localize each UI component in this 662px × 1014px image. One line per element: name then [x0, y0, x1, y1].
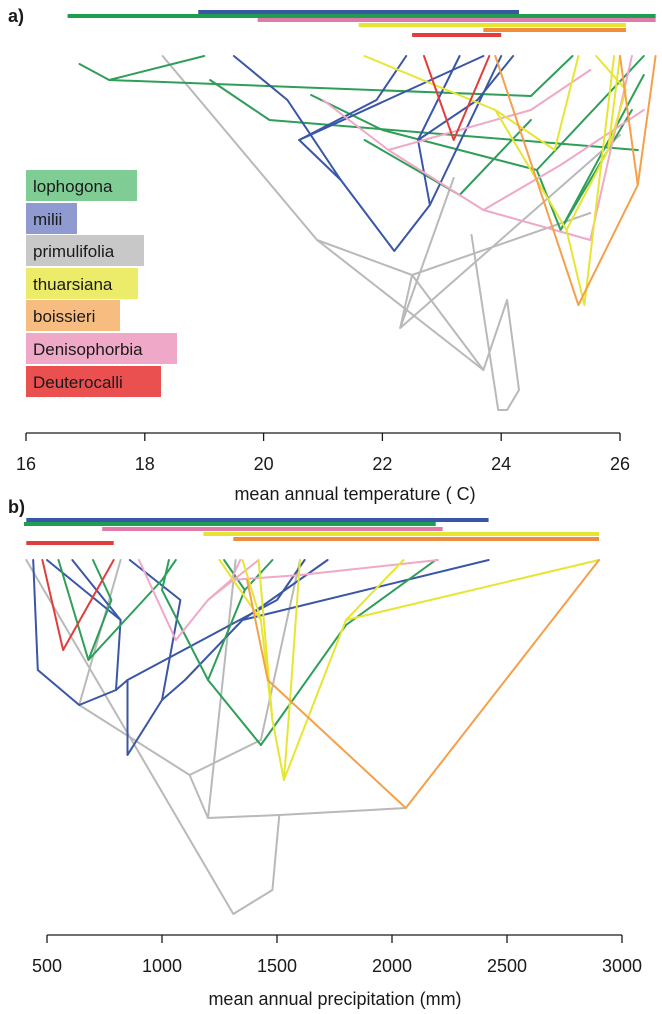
x-tick-label: 2000: [372, 956, 412, 976]
lineage-segment-lophogona: [310, 55, 645, 171]
panel-a-label: a): [8, 6, 24, 26]
lineage-segment-primulifolia: [25, 559, 281, 915]
panel-a-x-axis-label: mean annual temperature ( C): [234, 484, 475, 504]
lineage-segment-primulifolia: [161, 55, 520, 411]
lineage-segment-milii: [128, 559, 182, 701]
lineage-segment-thuarsiana: [345, 559, 405, 621]
lineage-segment-lophogona: [223, 559, 246, 591]
x-tick-label: 22: [372, 454, 392, 474]
lineage-segment-lophogona: [108, 55, 574, 97]
legend-label-boissieri: boissieri: [33, 307, 95, 326]
lineage-segment-thuarsiana: [282, 559, 301, 781]
lineage-segment-lophogona: [87, 559, 113, 661]
x-tick-label: 20: [254, 454, 274, 474]
legend-swatch-thuarsiana: [26, 268, 138, 299]
x-tick-label: 26: [610, 454, 630, 474]
panel-b-range-bars: [24, 518, 599, 545]
legend-swatch-milii: [26, 203, 77, 234]
lineage-segment-deuterocalli: [41, 559, 115, 651]
panel-b-precipitation: b) 500 1000 1500 2000 2500 3000 mean annual p…: [8, 497, 642, 1009]
lineage-segment-lophogona: [209, 79, 639, 151]
panel-b-lineages: [25, 559, 600, 915]
lineage-segment-milii: [298, 55, 485, 181]
panel-b-label: b): [8, 497, 25, 517]
lineage-segment-thuarsiana: [595, 55, 627, 151]
legend-label-denisophorbia: Denisophorbia: [33, 340, 143, 359]
lineage-segment-lophogona: [559, 109, 633, 231]
legend-swatch-deuterocalli: [26, 366, 161, 397]
lineage-segment-lophogona: [78, 55, 206, 81]
lineage-segment-boissieri: [246, 559, 600, 809]
lineage-segment-boissieri: [619, 55, 639, 186]
legend-label-lophogona: lophogona: [33, 177, 113, 196]
lineage-segment-lophogona: [57, 559, 177, 661]
lineage-segment-denisophorbia: [482, 109, 645, 211]
panel-a-x-axis: 16 18 20 22 24 26: [16, 432, 630, 474]
lineage-segment-thuarsiana: [494, 55, 580, 151]
lineage-segment-milii: [232, 55, 503, 252]
lineage-segment-boissieri: [494, 55, 657, 306]
lineage-segment-milii: [298, 55, 408, 141]
panel-a-lineages: [78, 55, 657, 411]
lineage-segment-lophogona: [161, 559, 209, 681]
legend-label-thuarsiana: thuarsiana: [33, 275, 113, 294]
x-tick-label: 2500: [487, 956, 527, 976]
legend-label-deuterocalli: Deuterocalli: [33, 373, 123, 392]
legend-swatch-denisophorbia: [26, 333, 177, 364]
x-tick-label: 24: [491, 454, 511, 474]
x-tick-label: 500: [32, 956, 62, 976]
lineage-segment-primulifolia: [399, 177, 455, 329]
panel-b-x-axis: 500 1000 1500 2000 2500 3000: [32, 934, 642, 976]
lineage-segment-primulifolia: [411, 212, 592, 276]
lineage-segment-thuarsiana: [257, 559, 600, 781]
legend-label-milii: milii: [33, 210, 62, 229]
panel-a-temperature: a) 16 18 20 22 24 26 mean annual temperature …: [8, 6, 657, 504]
lineage-segment-milii: [126, 559, 329, 756]
x-tick-label: 1500: [257, 956, 297, 976]
legend: lophogona milii primulifolia thuarsiana bois…: [26, 170, 177, 397]
lineage-segment-denisophorbia: [207, 559, 439, 601]
panel-a-range-bars: [67, 10, 656, 37]
x-tick-label: 1000: [142, 956, 182, 976]
panel-b-x-axis-label: mean annual precipitation (mm): [208, 989, 461, 1009]
legend-swatch-boissieri: [26, 300, 120, 331]
x-tick-label: 16: [16, 454, 36, 474]
lineage-segment-denisophorbia: [138, 559, 177, 641]
legend-swatch-lophogona: [26, 170, 137, 201]
x-tick-label: 18: [135, 454, 155, 474]
legend-label-primulifolia: primulifolia: [33, 242, 115, 261]
x-tick-label: 3000: [602, 956, 642, 976]
legend-swatch-primulifolia: [26, 235, 144, 266]
lineage-segment-primulifolia: [207, 559, 237, 819]
lineage-segment-denisophorbia: [230, 559, 242, 581]
lineage-segment-lophogona: [207, 559, 274, 746]
lineage-segment-thuarsiana: [218, 559, 262, 621]
lineage-segment-deuterocalli: [423, 55, 491, 141]
lineage-segment-primulifolia: [278, 807, 407, 816]
lineage-segment-milii: [241, 559, 490, 621]
